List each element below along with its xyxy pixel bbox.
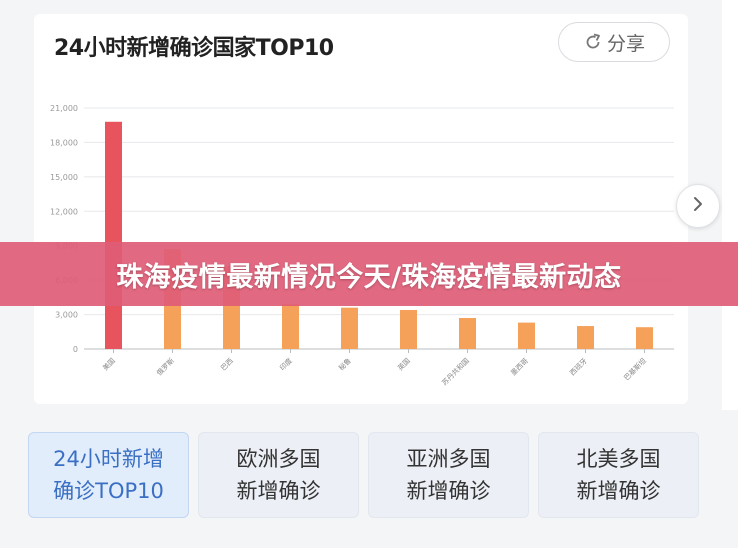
y-tick-label: 15,000 [50,173,78,182]
chart-title: 24小时新增确诊国家TOP10 [54,36,334,61]
tab-label-line2: 确诊TOP10 [53,479,164,503]
bar [400,309,417,349]
x-tick-label: 英国 [396,356,412,372]
x-tick-label: 印度 [278,356,294,372]
tab-asia[interactable]: 亚洲多国 新增确诊 [368,432,529,518]
bar [341,307,358,349]
x-tick-label: 秘鲁 [337,356,353,372]
x-tick-label: 俄罗斯 [155,356,176,377]
x-tick-label: 巴基斯坦 [622,356,648,382]
banner-text: 珠海疫情最新情况今天/珠海疫情最新动态 [116,261,622,293]
tab-label-line2: 新增确诊 [576,479,661,503]
bar [459,318,476,349]
tab-top10[interactable]: 24小时新增 确诊TOP10 [28,432,189,518]
x-tick-label: 苏丹共和国 [440,356,471,387]
share-icon [583,32,603,52]
y-tick-label: 21,000 [50,104,78,113]
tab-label-line1: 24小时新增 [53,447,164,471]
bar [636,327,653,349]
tab-label-line1: 北美多国 [576,447,661,471]
share-button[interactable]: 分享 [558,22,670,62]
x-tick-label: 墨西哥 [509,357,530,378]
next-card-edge [722,0,738,410]
bar [105,121,122,350]
x-tick-label: 巴西 [219,357,235,373]
chevron-right-icon [690,196,706,216]
tab-europe[interactable]: 欧洲多国 新增确诊 [198,432,359,518]
bar [282,304,299,349]
tab-bar: 24小时新增 确诊TOP10 欧洲多国 新增确诊 亚洲多国 新增确诊 北美多国 … [28,432,700,520]
tab-label-line2: 新增确诊 [236,479,321,503]
y-tick-label: 3,000 [55,311,78,320]
bar [577,326,594,349]
bar [518,322,535,349]
x-tick-label: 西班牙 [568,356,589,377]
x-tick-label: 美国 [101,356,117,372]
y-tick-label: 18,000 [50,138,78,147]
share-label: 分享 [606,32,645,55]
tab-label-line1: 亚洲多国 [406,447,491,471]
chart-card: 24小时新增确诊国家TOP10 分享 [34,14,688,404]
tab-north-america[interactable]: 北美多国 新增确诊 [538,432,699,518]
y-tick-label: 12,000 [50,207,78,216]
headline-banner: 珠海疫情最新情况今天/珠海疫情最新动态 [0,242,738,306]
y-tick-label: 0 [73,345,78,354]
tab-label-line1: 欧洲多国 [236,447,321,471]
tab-label-line2: 新增确诊 [406,479,491,503]
next-button[interactable] [676,184,720,228]
